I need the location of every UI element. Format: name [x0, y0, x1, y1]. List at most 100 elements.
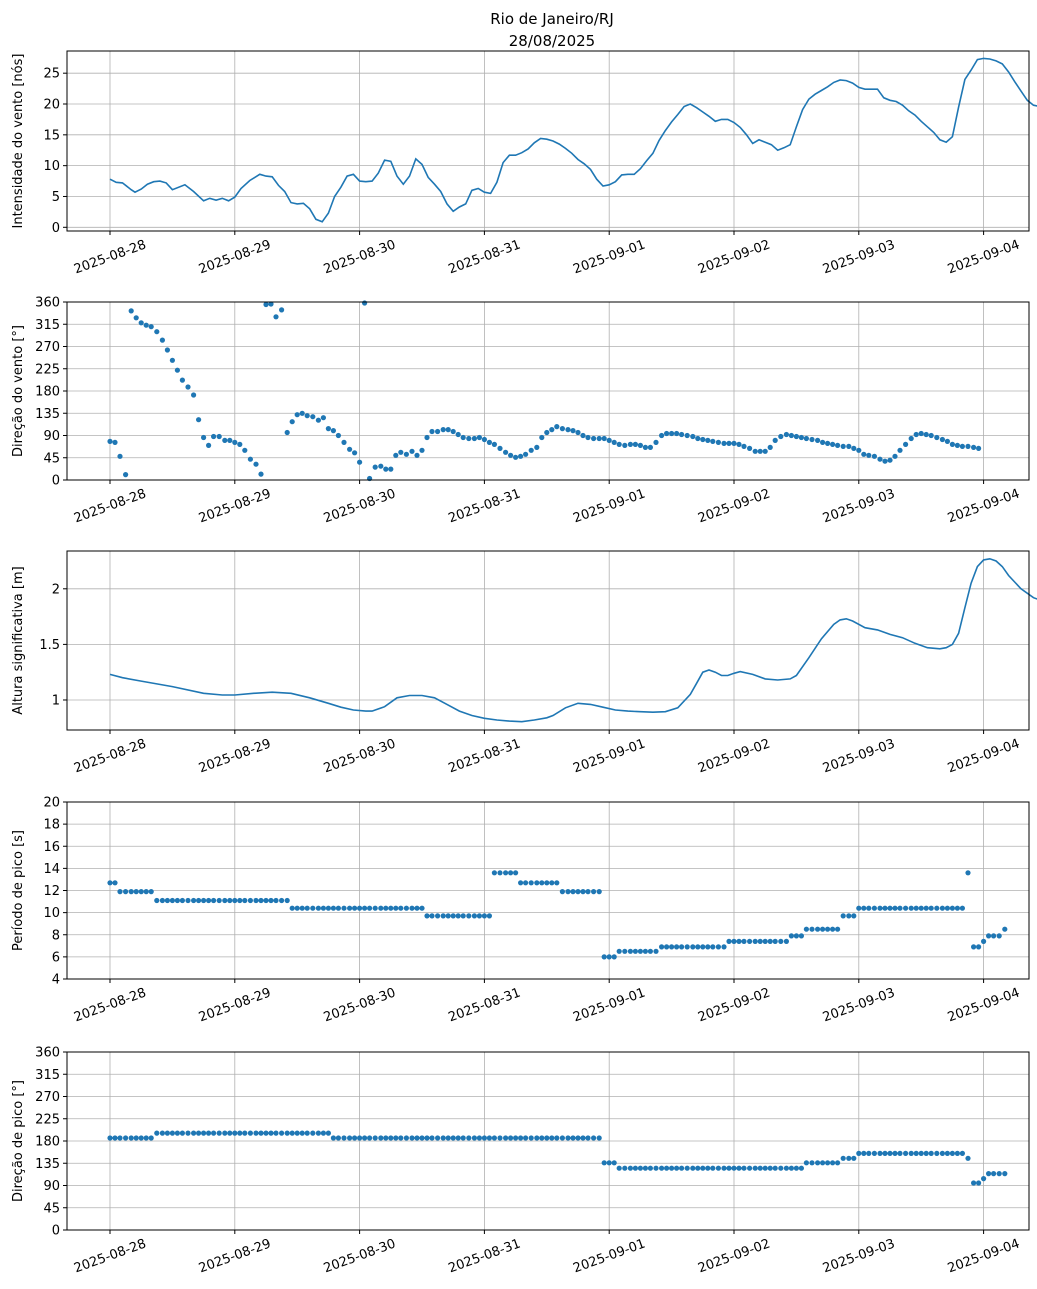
data-point: [846, 913, 852, 919]
data-point: [201, 434, 207, 441]
data-point: [398, 449, 404, 455]
data-point: [679, 431, 685, 438]
data-point: [315, 905, 321, 911]
data-point: [486, 913, 492, 919]
y-tick-label: 10: [43, 906, 60, 921]
data-point: [523, 451, 529, 457]
data-point: [632, 1165, 639, 1171]
data-point: [741, 938, 747, 945]
data-point: [206, 897, 212, 904]
data-point: [294, 412, 300, 418]
data-point: [815, 926, 821, 932]
data-point: [741, 443, 747, 449]
data-point: [762, 448, 768, 454]
data-point: [747, 938, 753, 945]
data-point: [429, 1135, 435, 1141]
data-point: [991, 1171, 997, 1177]
y-tick-label: 360: [35, 1046, 60, 1061]
y-tick-label: 1.5: [39, 638, 60, 653]
data-point: [996, 1171, 1002, 1177]
data-point: [684, 432, 690, 439]
y-tick-label: 45: [43, 1201, 60, 1216]
data-point: [299, 410, 305, 416]
data-point: [835, 442, 841, 448]
data-point: [611, 954, 617, 960]
data-point: [892, 905, 898, 911]
data-point: [403, 1135, 409, 1141]
data-point: [752, 448, 758, 454]
data-point: [503, 1135, 509, 1141]
x-tick-label: 2025-08-29: [197, 737, 273, 777]
data-point: [128, 889, 134, 895]
data-point: [378, 463, 384, 469]
x-tick-label: 2025-08-28: [72, 986, 148, 1026]
x-tick-label: 2025-08-30: [322, 238, 398, 278]
data-point: [949, 905, 956, 911]
data-point: [736, 1165, 742, 1171]
data-point: [798, 1165, 805, 1171]
axes-frame: [66, 1051, 1030, 1231]
x-tick-label: 2025-09-01: [571, 487, 647, 527]
data-point: [518, 880, 524, 886]
data-point: [659, 432, 665, 439]
y-tick-label: 135: [35, 407, 60, 422]
data-point: [882, 458, 888, 464]
data-point: [159, 1130, 165, 1136]
data-point: [585, 1135, 591, 1141]
axes-frame: [66, 801, 1030, 980]
data-point: [227, 897, 233, 904]
data-point: [299, 905, 305, 911]
data-point: [222, 437, 228, 443]
x-tick-label: 2025-09-03: [821, 1237, 897, 1277]
data-point: [258, 897, 264, 904]
data-point: [138, 320, 144, 326]
data-point: [247, 456, 253, 462]
data-point: [835, 1160, 841, 1166]
data-point: [835, 926, 841, 932]
data-point: [679, 944, 685, 950]
data-point: [471, 913, 477, 919]
data-point: [616, 441, 622, 447]
data-point: [726, 938, 732, 945]
data-point: [154, 897, 160, 904]
x-tick-label: 2025-08-31: [447, 238, 523, 278]
x-tick-label: 2025-09-01: [571, 238, 647, 278]
data-point: [273, 314, 279, 320]
data-point: [851, 1155, 857, 1161]
data-point: [247, 897, 253, 904]
data-point: [949, 441, 956, 447]
data-point: [320, 905, 326, 911]
data-point: [747, 445, 753, 451]
data-point: [476, 1135, 482, 1141]
data-point: [352, 905, 358, 911]
series-line: [109, 557, 1037, 723]
data-point: [268, 897, 274, 904]
x-tick-label: 2025-08-28: [72, 238, 148, 278]
data-point: [705, 1165, 711, 1171]
data-point: [809, 926, 815, 932]
data-point: [325, 905, 331, 911]
data-point: [757, 938, 763, 945]
data-point: [772, 437, 778, 443]
data-point: [820, 926, 826, 932]
data-point: [164, 897, 170, 904]
data-point: [330, 905, 336, 911]
data-point: [913, 431, 919, 438]
data-point: [996, 933, 1002, 939]
data-point: [871, 453, 878, 459]
data-point: [117, 889, 123, 895]
data-point: [653, 948, 659, 954]
x-tick-label: 2025-09-04: [946, 487, 1022, 527]
data-point: [767, 1165, 773, 1171]
data-point: [674, 1165, 680, 1171]
data-point: [585, 889, 591, 895]
data-point: [840, 913, 846, 919]
data-point: [861, 1150, 867, 1156]
data-point: [700, 944, 706, 950]
data-point: [222, 897, 228, 904]
data-point: [419, 905, 425, 911]
data-point: [409, 448, 415, 454]
data-point: [335, 905, 341, 911]
data-point: [435, 428, 441, 435]
data-point: [803, 926, 810, 932]
